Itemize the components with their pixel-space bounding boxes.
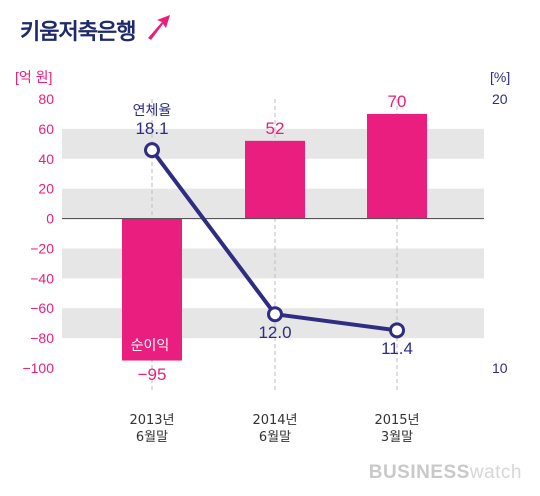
bar-net-income [122,218,182,361]
bar-net-income [245,140,305,219]
line-value-label: 12.0 [258,323,291,342]
y-left-tick-label: 20 [38,181,54,197]
x-category-label-line1: 2013년 [129,413,174,428]
footer-brand-right: watch [469,462,522,483]
line-point [389,322,405,339]
line-point [144,142,160,159]
y-left-tick-label: −40 [30,270,54,286]
bar-value-label: −95 [138,365,167,384]
y-right-tick-label: 10 [492,360,508,376]
bar-value-label: 52 [266,119,285,138]
line-value-label: 18.1 [135,119,168,138]
x-category-label-line1: 2015년 [374,413,419,428]
y-left-tick-label: −100 [22,360,54,376]
y-left-tick-label: 80 [38,91,54,107]
brand-logo: 키움저축은행 [20,14,171,48]
footer-brand: BUSINESSwatch [369,462,522,484]
y-left-tick-label: −20 [30,240,54,256]
x-category-label-line2: 6월말 [136,430,168,445]
y-left-tick-label: 0 [46,211,54,227]
line-value-label: 11.4 [381,339,413,358]
x-category-label-line2: 6월말 [259,430,291,445]
y-left-unit: [억 원] [15,69,52,85]
series-name-net-income: 순이익 [131,338,170,354]
x-category-label-line2: 3월말 [381,430,413,445]
y-left-tick-label: 60 [38,121,54,137]
bar-value-label: 70 [388,92,407,111]
brand-name: 키움저축은행 [20,20,136,45]
line-point [267,306,283,323]
footer-brand-left: BUSINESS [368,462,470,483]
x-category-label-line1: 2014년 [252,413,297,428]
brand-arrow-icon [148,15,171,40]
series-name-delinquency: 연체율 [133,103,172,119]
y-left-tick-label: −80 [30,330,54,346]
y-left-tick-label: 40 [38,151,54,167]
y-left-tick-label: −60 [30,300,54,316]
y-right-unit: [%] [490,69,510,85]
y-right-tick-label: 20 [492,91,508,107]
bar-net-income [367,113,427,219]
